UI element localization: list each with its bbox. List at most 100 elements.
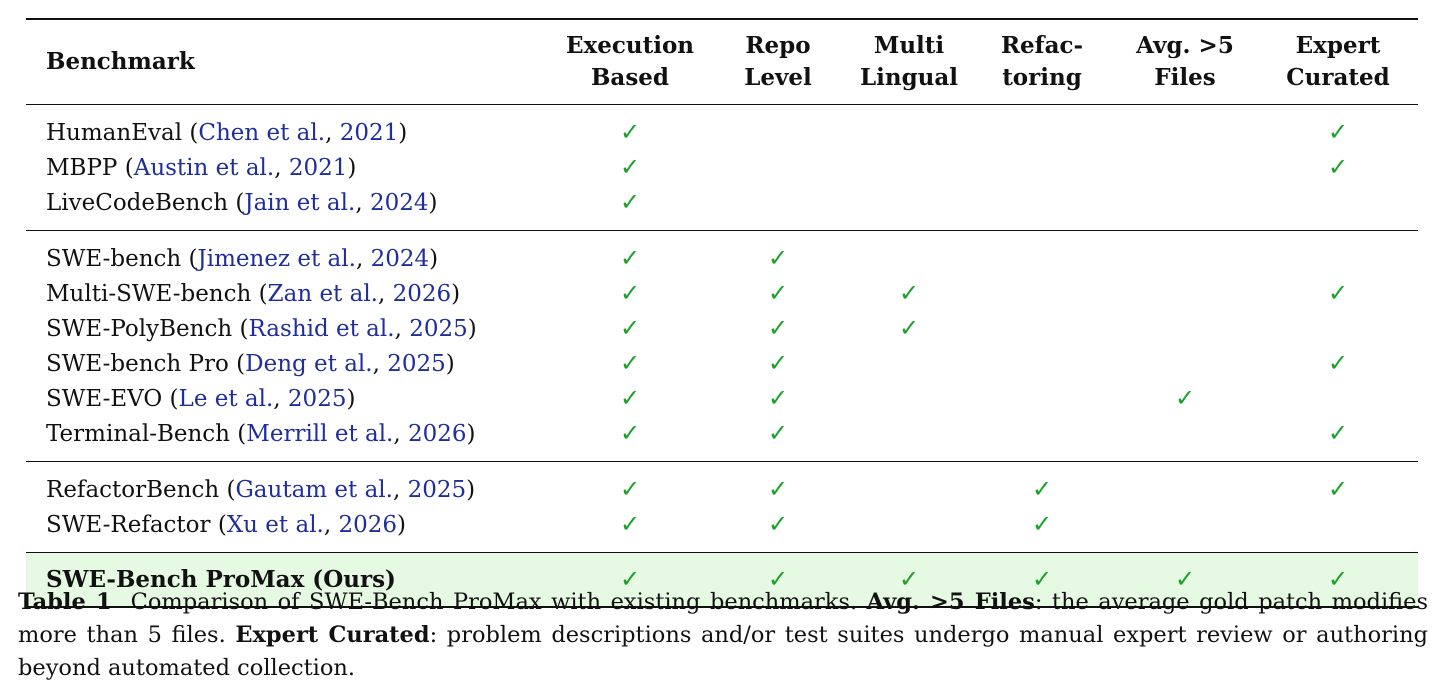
citation-authors-link[interactable]: Jain et al. <box>244 189 356 216</box>
feature-cell-refactoring: ✓ <box>972 507 1112 553</box>
caption-label: Table 1 <box>18 589 112 615</box>
feature-cell-expert-curated <box>1258 185 1418 231</box>
checkmark-icon: ✓ <box>1327 419 1349 447</box>
feature-cell-repo-level: ✓ <box>710 552 846 607</box>
benchmark-name-cell: Terminal-Bench (Merrill et al., 2026) <box>46 420 476 447</box>
column-header-line: Avg. >5 <box>1136 32 1234 59</box>
citation-authors-link[interactable]: Gautam et al. <box>235 476 393 503</box>
benchmark-name-cell: SWE-Refactor (Xu et al., 2026) <box>46 511 407 538</box>
feature-cell-execution-based: ✓ <box>550 311 710 346</box>
feature-cell-expert-curated: ✓ <box>1258 276 1418 311</box>
feature-cell-repo-level: ✓ <box>710 311 846 346</box>
checkmark-icon: ✓ <box>619 475 641 503</box>
benchmark-name-cell: Multi-SWE-bench (Zan et al., 2026) <box>46 280 461 307</box>
benchmark-name: HumanEval <box>46 119 183 146</box>
column-header-avg-files: Avg. >5 Files <box>1112 19 1258 105</box>
column-header-line: Based <box>590 64 669 91</box>
benchmark-name: Terminal-Bench <box>46 420 230 447</box>
citation-year-link[interactable]: 2026 <box>408 420 467 447</box>
feature-cell-expert-curated: ✓ <box>1258 416 1418 462</box>
citation-authors-link[interactable]: Xu et al. <box>226 511 324 538</box>
column-header-line: Expert <box>1295 32 1381 59</box>
feature-cell-refactoring <box>972 381 1112 416</box>
citation-year-link[interactable]: 2026 <box>392 280 452 307</box>
feature-cell-multi-lingual <box>846 462 972 508</box>
table-row: SWE-Refactor (Xu et al., 2026) ✓ ✓ ✓ <box>26 507 1418 553</box>
checkmark-icon: ✓ <box>767 314 789 342</box>
checkmark-icon: ✓ <box>1327 349 1349 377</box>
feature-cell-refactoring <box>972 416 1112 462</box>
feature-cell-expert-curated: ✓ <box>1258 462 1418 508</box>
column-header-line: Multi <box>873 32 945 59</box>
checkmark-icon: ✓ <box>767 565 789 593</box>
header-row: Benchmark Execution Based Repo Level Multi Lin… <box>26 19 1418 105</box>
feature-cell-avg-files <box>1112 185 1258 231</box>
checkmark-icon: ✓ <box>1031 475 1053 503</box>
citation-year-link[interactable]: 2024 <box>370 245 430 272</box>
checkmark-icon: ✓ <box>619 314 641 342</box>
benchmark-name-cell: RefactorBench (Gautam et al., 2025) <box>46 476 476 503</box>
feature-cell-multi-lingual <box>846 381 972 416</box>
feature-cell-refactoring <box>972 105 1112 151</box>
feature-cell-multi-lingual <box>846 105 972 151</box>
column-header-benchmark: Benchmark <box>26 19 550 105</box>
benchmark-name-cell: MBPP (Austin et al., 2021) <box>46 154 357 181</box>
feature-cell-execution-based: ✓ <box>550 416 710 462</box>
citation-authors-link[interactable]: Austin et al. <box>133 154 275 181</box>
checkmark-icon: ✓ <box>767 349 789 377</box>
table-caption: Table 1 Comparison of SWE-Bench ProMax w… <box>18 586 1428 685</box>
feature-cell-expert-curated <box>1258 311 1418 346</box>
feature-cell-multi-lingual: ✓ <box>846 552 972 607</box>
citation-year-link[interactable]: 2026 <box>338 511 398 538</box>
benchmark-group: RefactorBench (Gautam et al., 2025) ✓ ✓ ✓ ✓ S… <box>26 462 1418 553</box>
checkmark-icon: ✓ <box>767 279 789 307</box>
column-header-expert-curated: Expert Curated <box>1258 19 1418 105</box>
checkmark-icon: ✓ <box>619 384 641 412</box>
citation-authors-link[interactable]: Deng et al. <box>245 350 373 377</box>
feature-cell-multi-lingual: ✓ <box>846 276 972 311</box>
citation-year-link[interactable]: 2025 <box>287 385 347 412</box>
caption-text: : problem descriptions and/or test suite… <box>18 622 1428 681</box>
table-row: LiveCodeBench (Jain et al., 2024) ✓ <box>26 185 1418 231</box>
feature-cell-multi-lingual <box>846 416 972 462</box>
checkmark-icon: ✓ <box>619 279 641 307</box>
feature-cell-avg-files <box>1112 150 1258 185</box>
citation-authors-link[interactable]: Zan et al. <box>267 280 378 307</box>
checkmark-icon: ✓ <box>619 118 641 146</box>
checkmark-icon: ✓ <box>1174 565 1196 593</box>
comparison-table-container: Benchmark Execution Based Repo Level Multi Lin… <box>26 18 1418 608</box>
feature-cell-repo-level <box>710 185 846 231</box>
checkmark-icon: ✓ <box>619 349 641 377</box>
citation-authors-link[interactable]: Jimenez et al. <box>197 245 356 272</box>
citation-year-link[interactable]: 2025 <box>387 350 446 377</box>
ours-group: SWE-Bench ProMax (Ours) ✓ ✓ ✓ ✓ ✓ ✓ <box>26 552 1418 607</box>
feature-cell-expert-curated <box>1258 231 1418 277</box>
column-header-repo-level: Repo Level <box>710 19 846 105</box>
citation-authors-link[interactable]: Chen et al. <box>198 119 326 146</box>
checkmark-icon: ✓ <box>619 244 641 272</box>
feature-cell-multi-lingual: ✓ <box>846 311 972 346</box>
citation-authors-link[interactable]: Le et al. <box>178 385 274 412</box>
citation-year-link[interactable]: 2024 <box>369 189 429 216</box>
benchmark-name-cell: LiveCodeBench (Jain et al., 2024) <box>46 189 438 216</box>
table-row: SWE-PolyBench (Rashid et al., 2025) ✓ ✓ ✓ <box>26 311 1418 346</box>
citation-year-link[interactable]: 2025 <box>407 476 467 503</box>
citation-year-link[interactable]: 2021 <box>288 154 348 181</box>
feature-cell-execution-based: ✓ <box>550 185 710 231</box>
column-header-execution-based: Execution Based <box>550 19 710 105</box>
feature-cell-refactoring <box>972 185 1112 231</box>
citation-year-link[interactable]: 2021 <box>339 119 399 146</box>
feature-cell-avg-files <box>1112 311 1258 346</box>
feature-cell-avg-files <box>1112 105 1258 151</box>
benchmark-name-cell: SWE-bench Pro (Deng et al., 2025) <box>46 350 455 377</box>
citation-year-link[interactable]: 2025 <box>409 315 468 342</box>
feature-cell-multi-lingual <box>846 346 972 381</box>
checkmark-icon: ✓ <box>1327 118 1349 146</box>
citation-authors-link[interactable]: Rashid et al. <box>248 315 395 342</box>
comparison-table: Benchmark Execution Based Repo Level Multi Lin… <box>26 18 1418 608</box>
benchmark-name: SWE-Bench ProMax (Ours) <box>46 565 396 593</box>
citation-authors-link[interactable]: Merrill et al. <box>246 420 394 447</box>
feature-cell-repo-level: ✓ <box>710 381 846 416</box>
checkmark-icon: ✓ <box>1327 475 1349 503</box>
feature-cell-refactoring <box>972 276 1112 311</box>
